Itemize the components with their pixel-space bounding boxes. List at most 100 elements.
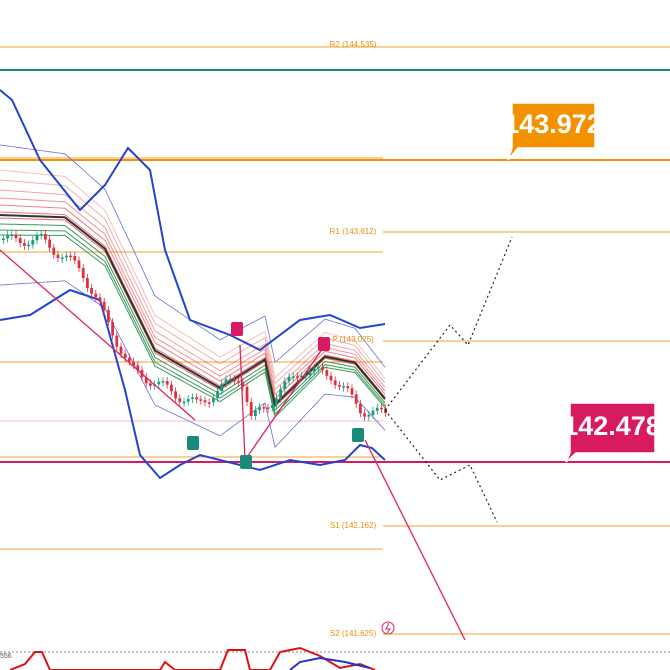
moving-average	[0, 217, 386, 408]
moving-average	[0, 204, 386, 400]
candle-body	[65, 255, 68, 258]
candle-body	[56, 254, 60, 258]
candle-body	[249, 402, 253, 416]
moving-average	[0, 234, 386, 418]
candle-body	[77, 260, 81, 269]
candle-body	[266, 407, 270, 409]
candle-body	[291, 376, 295, 378]
candle-body	[245, 386, 249, 403]
candle-body	[216, 391, 219, 399]
candle-body	[371, 410, 375, 415]
level-label: S1 (142.162)	[330, 521, 377, 530]
candle-body	[258, 407, 261, 411]
candle-body	[94, 293, 98, 298]
candle-body	[346, 386, 350, 389]
candle-body	[60, 257, 64, 259]
candle-body	[136, 365, 140, 371]
candle-body	[10, 234, 14, 236]
candle-body	[128, 357, 131, 362]
low-marker	[240, 455, 252, 469]
candle-body	[98, 297, 102, 302]
low-marker	[187, 436, 199, 450]
candle-body	[241, 382, 245, 387]
low-marker	[352, 428, 364, 442]
candle-body	[363, 413, 366, 417]
candle-body	[203, 400, 207, 403]
candle-body	[220, 383, 224, 392]
candle-body	[325, 370, 329, 376]
candle-body	[304, 375, 308, 377]
moving-average	[0, 223, 386, 412]
candle-body	[132, 361, 135, 366]
candle-body	[90, 287, 93, 294]
level-label: S2 (141.625)	[330, 629, 377, 638]
candle-body	[52, 247, 56, 255]
candle-body	[354, 394, 358, 404]
candle-body	[375, 407, 379, 411]
moving-average	[0, 280, 386, 449]
candle-body	[107, 310, 110, 323]
indicator-line	[9, 646, 376, 670]
candle-body	[81, 268, 85, 279]
candle-body	[233, 379, 236, 382]
candle-body	[380, 407, 383, 410]
candle-body	[48, 239, 51, 248]
moving-average	[0, 169, 386, 379]
indicator-label: 556	[0, 653, 12, 660]
candle-body	[228, 379, 232, 381]
candle-body	[338, 384, 341, 387]
candle-body	[283, 381, 287, 390]
callout-box	[507, 102, 596, 161]
candle-body	[23, 243, 26, 246]
candle-body	[367, 414, 371, 417]
candle-body	[35, 235, 39, 241]
projection-down	[384, 409, 498, 523]
candle-body	[115, 335, 119, 347]
indicator-line	[289, 656, 371, 670]
candle-body	[182, 401, 186, 404]
candle-body	[161, 381, 165, 383]
candle-body	[144, 377, 148, 384]
candle-body	[329, 375, 333, 381]
moving-average	[0, 214, 386, 407]
trend-line	[364, 439, 466, 641]
candle-body	[149, 383, 152, 386]
level-label: R1 (143.612)	[330, 227, 377, 236]
level-label: P (143.075)	[332, 335, 374, 344]
candle-body	[157, 381, 161, 385]
candle-body	[27, 244, 30, 247]
candle-body	[69, 255, 72, 258]
candle-body	[73, 255, 77, 261]
candle-body	[6, 234, 9, 239]
callout-label: 143.972	[504, 109, 602, 139]
candle-body	[270, 405, 274, 408]
bollinger-upper	[0, 89, 386, 352]
candle-body	[2, 238, 5, 240]
moving-average	[0, 229, 386, 415]
candle-body	[191, 397, 194, 400]
candle-body	[119, 346, 123, 354]
candle-body	[296, 376, 299, 378]
high-marker	[318, 337, 330, 351]
callout-box	[565, 402, 656, 463]
candle-body	[308, 371, 312, 376]
candle-body	[31, 240, 35, 245]
alert-icon	[381, 621, 395, 635]
projection-up	[384, 236, 513, 411]
candle-body	[300, 375, 303, 378]
moving-average	[0, 211, 386, 404]
high-marker	[231, 322, 243, 336]
candle-body	[199, 399, 203, 401]
candle-body	[111, 322, 114, 336]
candle-body	[342, 386, 345, 388]
candle-body	[186, 399, 190, 402]
callout-label: 142.478	[563, 411, 661, 441]
candle-body	[321, 366, 324, 371]
candle-body	[86, 278, 89, 288]
alert-icon	[385, 622, 391, 634]
candle-body	[178, 398, 182, 403]
candle-body	[312, 367, 316, 372]
candle-body	[359, 403, 362, 414]
candle-body	[102, 301, 106, 311]
